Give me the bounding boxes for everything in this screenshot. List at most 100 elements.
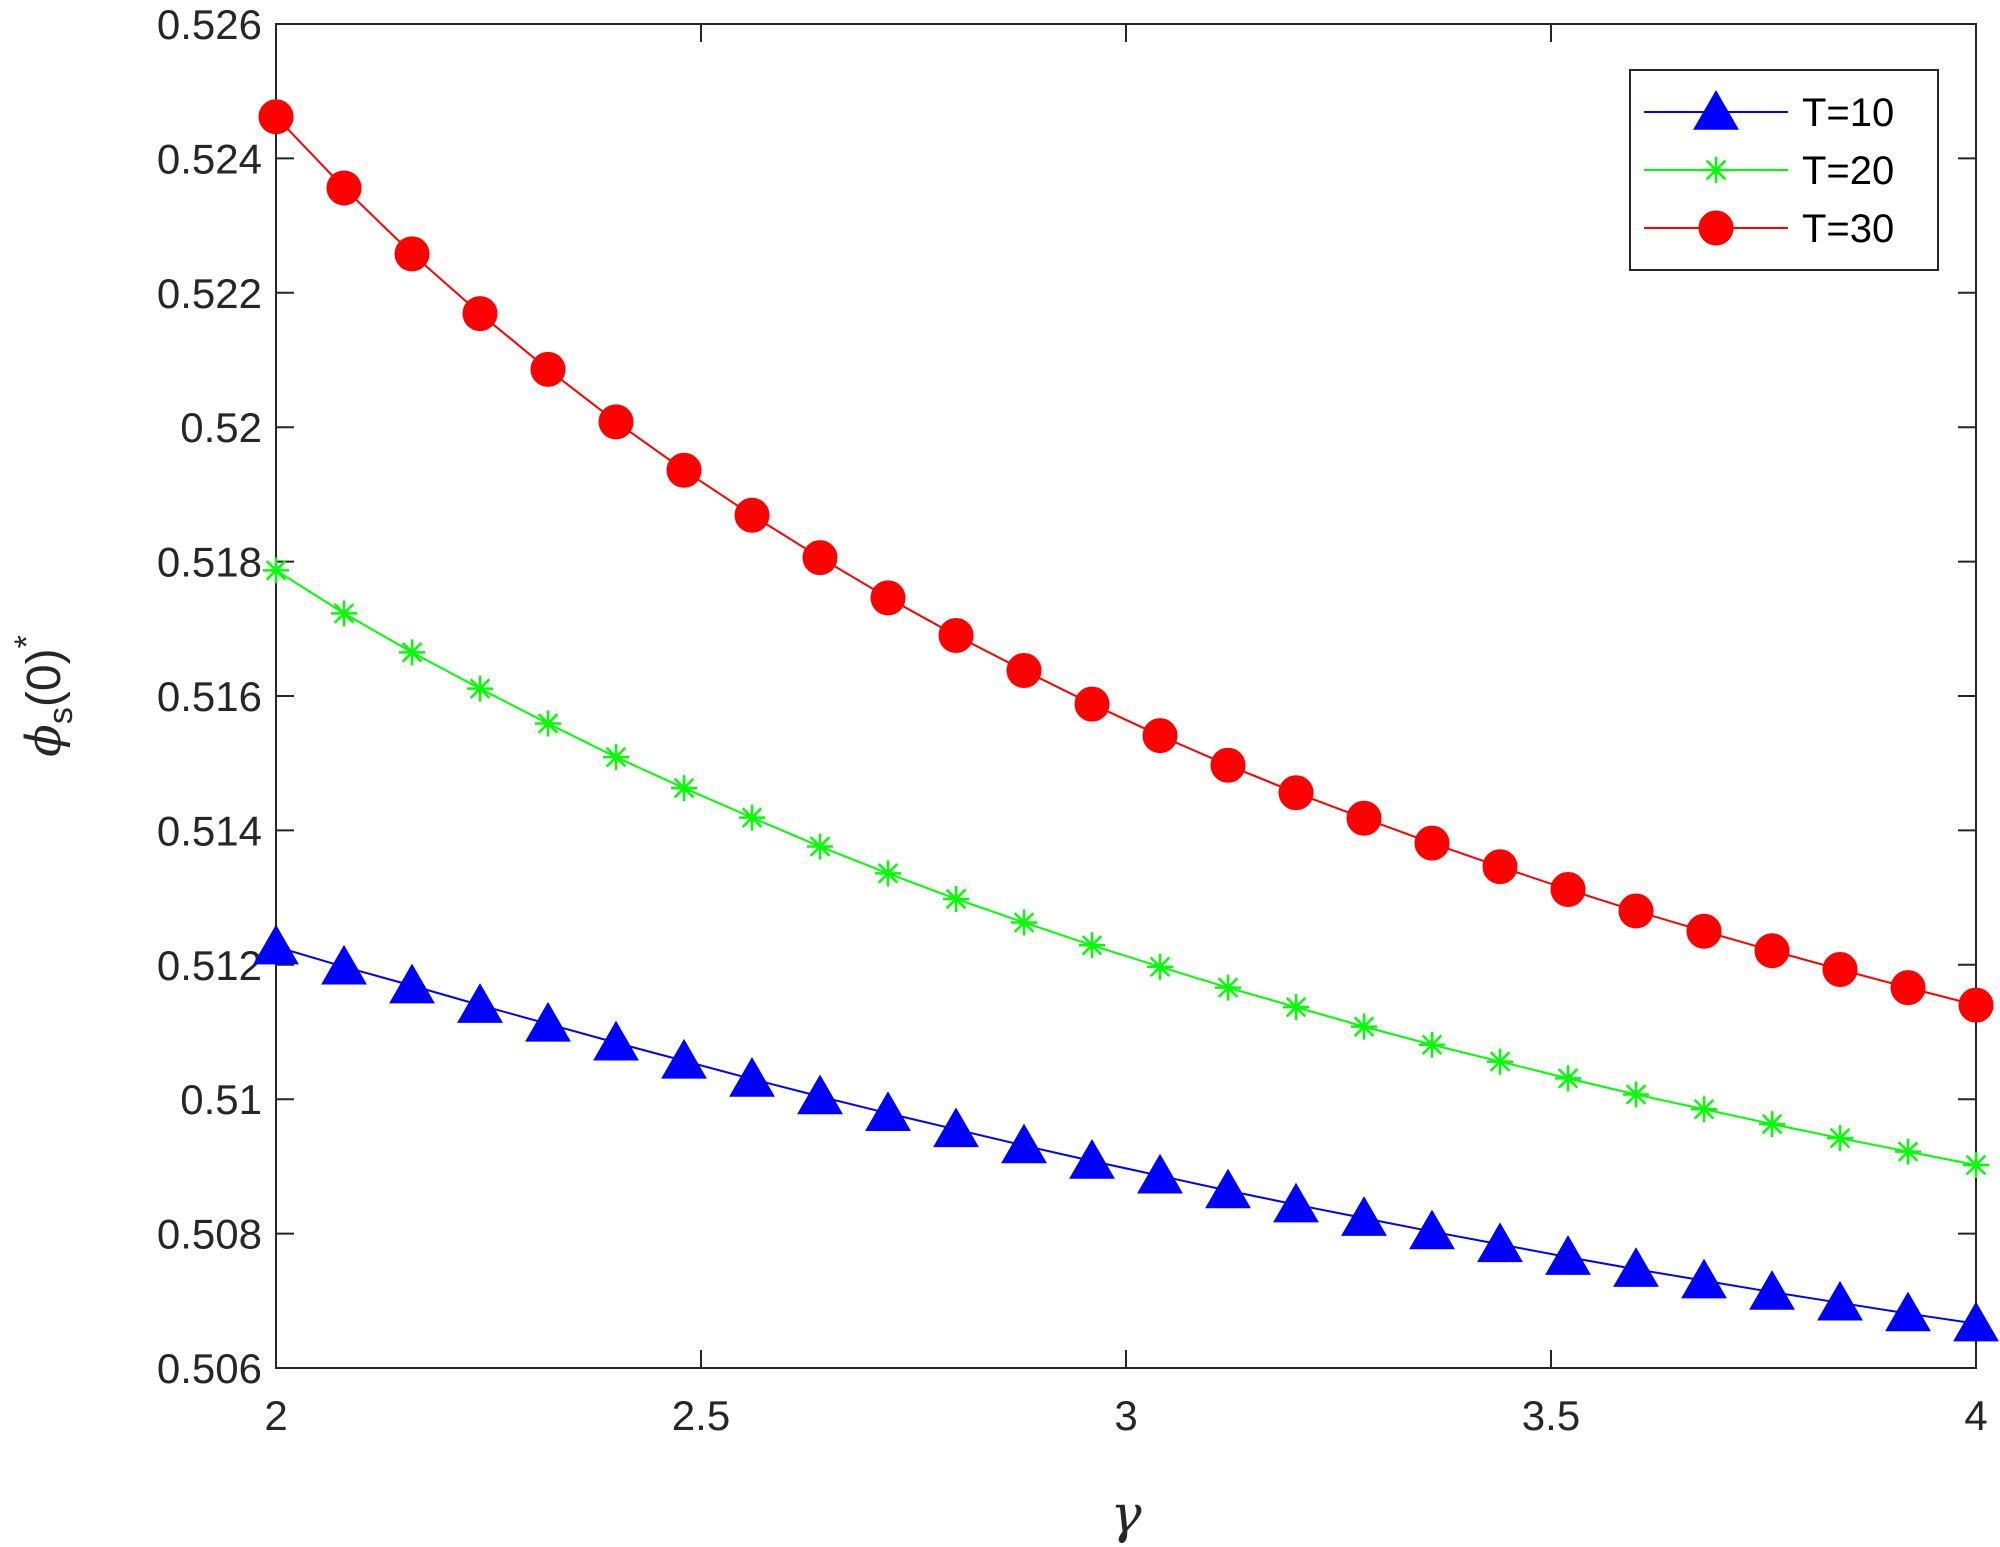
data-point [1681,1258,1727,1299]
data-point [938,618,974,654]
x-tick-label: 2.5 [672,1392,730,1439]
data-point [1545,1235,1591,1275]
data-point [326,170,362,206]
y-axis-label-subscript: s [42,707,80,724]
data-point [1147,953,1173,980]
data-point [933,1107,979,1148]
data-point [1482,849,1518,885]
data-point [797,1074,843,1115]
data-point [802,540,838,576]
axes: 2 2.5 3 3.5 4 0.506 0.508 0.51 0.512 0.514 0.516 0.… [157,1,1988,1439]
legend-marker [1698,210,1734,246]
data-point [1686,913,1722,949]
markers-layer [253,99,1999,1342]
y-tick-label: 0.514 [157,807,262,854]
data-point [1137,1153,1183,1194]
data-point [467,675,493,702]
data-point [1953,1301,1999,1342]
y-tick-label: 0.52 [180,404,262,451]
y-tick-label: 0.51 [180,1076,262,1123]
y-tick-label: 0.516 [157,673,262,720]
x-tick-label: 3.5 [1522,1392,1580,1439]
data-point [1754,933,1790,969]
data-point [943,885,969,912]
data-point [1074,686,1110,722]
data-point [530,351,566,387]
y-axis-label-symbol: ϕ [16,724,72,757]
y-axis-label: ϕs(0)* [8,635,80,757]
data-point [875,860,901,887]
data-point [1477,1222,1523,1263]
data-point [598,404,634,440]
data-point [1550,872,1586,908]
data-point [1817,1280,1863,1321]
data-point [1613,1247,1659,1287]
data-point [671,775,697,802]
x-tick-label: 4 [1964,1392,1987,1439]
data-point [729,1057,775,1097]
y-tick-label: 0.524 [157,135,262,182]
data-point [1885,1291,1931,1332]
data-point [1278,775,1314,811]
data-point [1006,652,1042,688]
data-point [462,296,498,332]
data-point [1419,1031,1445,1058]
data-point [1822,952,1858,988]
data-point [1759,1111,1785,1138]
data-point [1142,718,1178,754]
data-point [666,452,702,488]
y-tick-label: 0.522 [157,270,262,317]
data-point [263,557,289,584]
data-point [1210,747,1246,783]
data-point [1001,1123,1047,1164]
data-point [1283,994,1309,1021]
y-tick-label: 0.506 [157,1345,262,1392]
data-point [1205,1168,1251,1209]
series-line-t-20 [276,569,1976,1167]
data-point [739,804,765,831]
legend: T=10 T=20 T=30 [1629,69,1939,271]
data-point [258,99,294,135]
data-point [1691,1096,1717,1123]
data-point [1555,1065,1581,1092]
series-markers-1 [263,557,1989,1179]
data-point [603,744,629,771]
legend-label: T=20 [1802,149,1894,193]
data-point [593,1020,639,1061]
data-point [870,580,906,616]
data-point [661,1038,707,1079]
data-point [1351,1013,1377,1040]
legend-marker [1703,157,1729,183]
data-point [1341,1196,1387,1236]
data-point [1618,893,1654,929]
data-point [457,983,503,1023]
data-point [1409,1209,1455,1250]
y-tick-label: 0.526 [157,1,262,48]
data-point [389,963,435,1004]
series-markers-2 [258,99,1994,1023]
data-point [1414,825,1450,861]
y-axis-label-argument: (0) [18,648,71,707]
series-markers-0 [253,924,1999,1342]
legend-marker [1693,89,1739,130]
data-point [525,1001,571,1042]
data-point [1011,909,1037,936]
data-point [394,236,430,272]
axis-labels: γ ϕs(0)* [8,635,1142,1545]
data-point [1623,1081,1649,1108]
data-point [1079,932,1105,959]
data-point [807,833,833,860]
data-point [535,710,561,737]
data-point [253,924,299,965]
x-tick-label: 2 [264,1392,287,1439]
data-point [1958,987,1994,1023]
series-line-t-10 [276,945,1976,1325]
data-point [865,1091,911,1132]
data-point [1346,800,1382,836]
data-point [734,497,770,533]
data-point [1749,1270,1795,1310]
series-layer [276,116,1976,1325]
data-point [1487,1048,1513,1075]
data-point [1895,1138,1921,1165]
